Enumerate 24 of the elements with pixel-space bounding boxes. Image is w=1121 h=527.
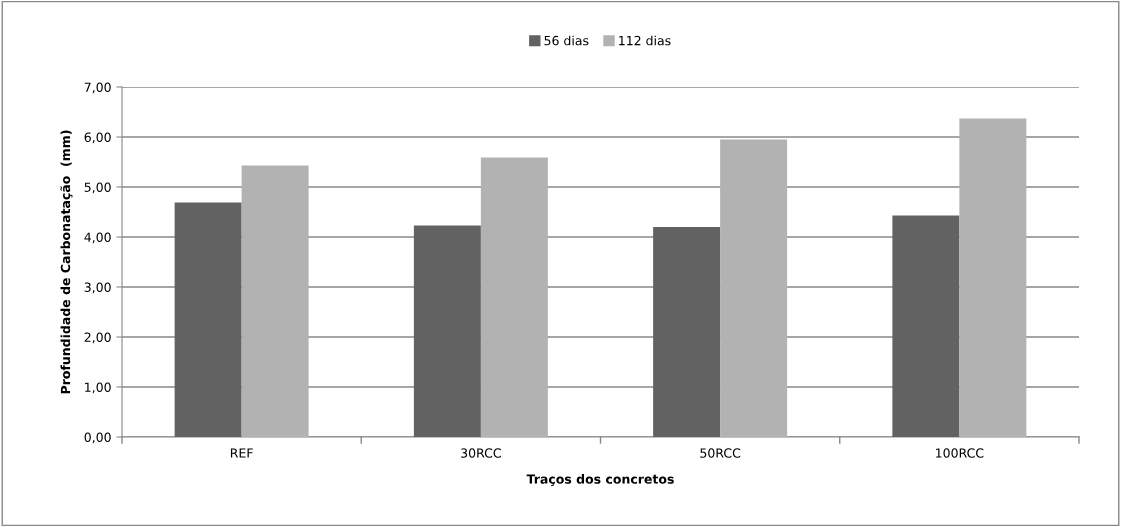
y-tick-label: 1,00	[85, 382, 111, 394]
y-tick-label: 5,00	[84, 182, 111, 194]
y-tick-label: 3,00	[84, 282, 111, 294]
bar	[174, 202, 242, 437]
x-tick-label: 100RCC	[936, 448, 984, 458]
y-tick-label: 6,00	[84, 132, 111, 144]
x-tick-label: 50RCC	[700, 448, 741, 458]
y-tick-label: 0,00	[84, 432, 111, 444]
legend-label: 112 dias	[619, 35, 671, 46]
bar	[241, 165, 309, 437]
x-axis-title: Traços dos concretos	[526, 474, 674, 487]
legend-label: 56 dias	[544, 35, 589, 46]
x-tick-label: REF	[230, 448, 253, 458]
bar	[892, 215, 960, 437]
bar	[480, 157, 548, 437]
y-tick-label: 7,00	[84, 82, 111, 94]
bar	[720, 139, 788, 437]
y-axis-title: Profundidade de Carbonatação (mm)	[60, 130, 73, 394]
y-tick-label: 2,00	[84, 332, 111, 344]
bar	[413, 225, 481, 437]
x-tick-label: 30RCC	[461, 448, 501, 458]
y-tick-label: 4,00	[84, 232, 111, 244]
bar	[653, 227, 721, 437]
bar	[959, 118, 1027, 437]
